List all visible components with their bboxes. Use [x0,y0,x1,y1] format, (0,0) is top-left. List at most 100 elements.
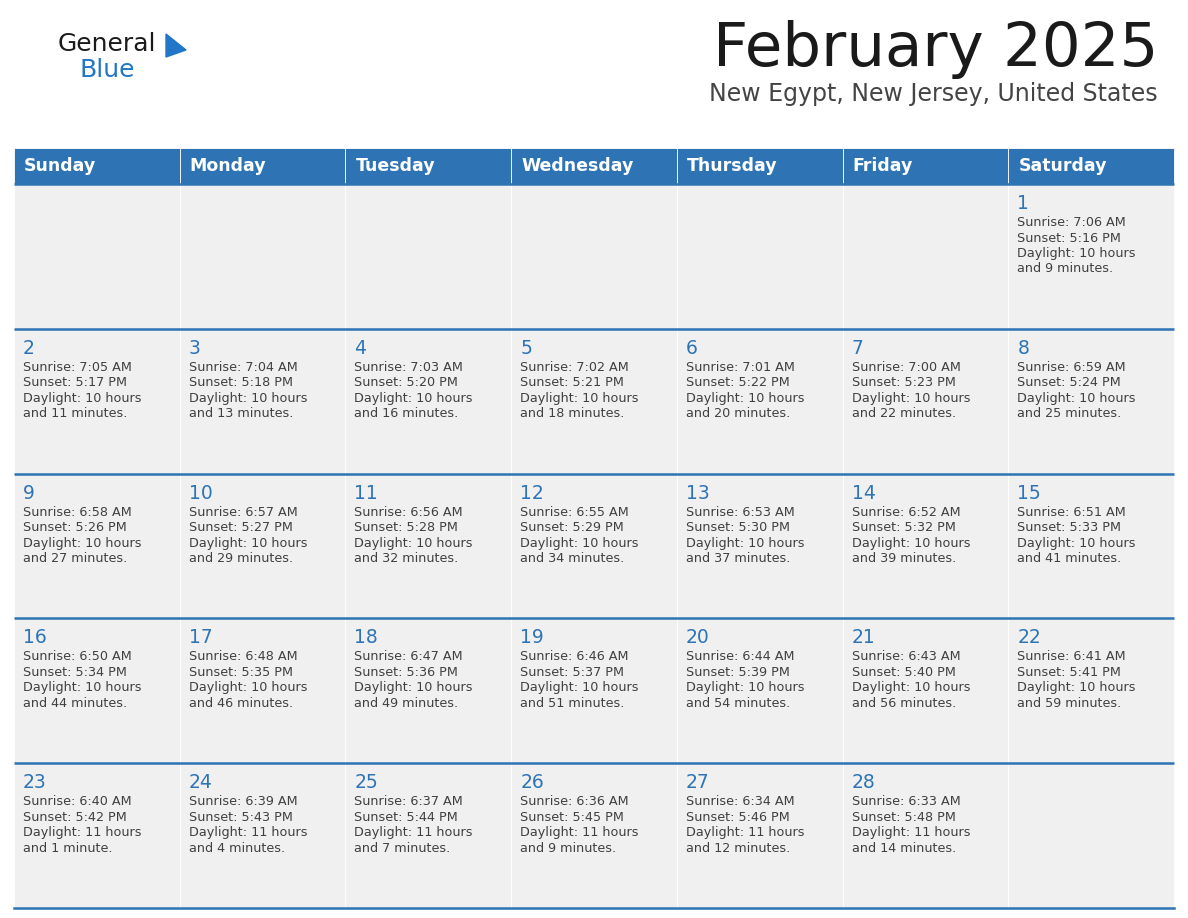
Text: Sunset: 5:27 PM: Sunset: 5:27 PM [189,521,292,534]
Bar [179,474,346,619]
Text: 10: 10 [189,484,213,502]
Text: Sunrise: 6:39 AM: Sunrise: 6:39 AM [189,795,297,808]
Bar [677,184,842,329]
Text: New Egypt, New Jersey, United States: New Egypt, New Jersey, United States [709,82,1158,106]
Bar [511,184,677,329]
Text: Sunset: 5:34 PM: Sunset: 5:34 PM [23,666,127,679]
Text: Monday: Monday [190,157,266,175]
Text: Sunrise: 7:04 AM: Sunrise: 7:04 AM [189,361,297,374]
Bar [346,148,511,184]
Text: 23: 23 [23,773,46,792]
Bar [346,329,511,474]
Text: Daylight: 10 hours: Daylight: 10 hours [685,392,804,405]
Text: 16: 16 [23,629,46,647]
Text: and 11 minutes.: and 11 minutes. [23,408,127,420]
Text: and 12 minutes.: and 12 minutes. [685,842,790,855]
Text: 19: 19 [520,629,544,647]
Bar [511,148,677,184]
Text: Sunset: 5:21 PM: Sunset: 5:21 PM [520,376,624,389]
Text: Daylight: 10 hours: Daylight: 10 hours [685,681,804,694]
Text: Sunrise: 6:43 AM: Sunrise: 6:43 AM [852,650,960,664]
Text: Friday: Friday [853,157,912,175]
Text: and 37 minutes.: and 37 minutes. [685,552,790,565]
Text: and 4 minutes.: and 4 minutes. [189,842,285,855]
Text: Daylight: 10 hours: Daylight: 10 hours [852,537,971,550]
Text: Sunset: 5:36 PM: Sunset: 5:36 PM [354,666,459,679]
Text: Sunrise: 6:33 AM: Sunrise: 6:33 AM [852,795,960,808]
Text: and 32 minutes.: and 32 minutes. [354,552,459,565]
Text: 4: 4 [354,339,366,358]
Text: Sunrise: 6:40 AM: Sunrise: 6:40 AM [23,795,132,808]
Text: and 16 minutes.: and 16 minutes. [354,408,459,420]
Bar [511,763,677,908]
Text: Daylight: 11 hours: Daylight: 11 hours [685,826,804,839]
Text: 27: 27 [685,773,709,792]
Text: and 14 minutes.: and 14 minutes. [852,842,956,855]
Bar [179,148,346,184]
Text: Daylight: 10 hours: Daylight: 10 hours [354,537,473,550]
Text: 7: 7 [852,339,864,358]
Polygon shape [166,34,187,57]
Bar [677,329,842,474]
Text: Daylight: 10 hours: Daylight: 10 hours [1017,681,1136,694]
Text: Daylight: 10 hours: Daylight: 10 hours [1017,247,1136,260]
Text: and 9 minutes.: and 9 minutes. [1017,263,1113,275]
Text: Tuesday: Tuesday [355,157,435,175]
Text: Sunrise: 6:52 AM: Sunrise: 6:52 AM [852,506,960,519]
Bar [1009,474,1174,619]
Text: and 41 minutes.: and 41 minutes. [1017,552,1121,565]
Text: 28: 28 [852,773,876,792]
Bar [842,474,1009,619]
Bar [14,474,179,619]
Text: 5: 5 [520,339,532,358]
Text: Sunset: 5:22 PM: Sunset: 5:22 PM [685,376,790,389]
Bar [179,184,346,329]
Text: Daylight: 10 hours: Daylight: 10 hours [189,392,308,405]
Bar [346,763,511,908]
Text: Sunset: 5:17 PM: Sunset: 5:17 PM [23,376,127,389]
Text: Daylight: 10 hours: Daylight: 10 hours [189,537,308,550]
Text: Sunset: 5:30 PM: Sunset: 5:30 PM [685,521,790,534]
Text: Sunset: 5:37 PM: Sunset: 5:37 PM [520,666,624,679]
Text: 11: 11 [354,484,378,502]
Text: Sunrise: 6:47 AM: Sunrise: 6:47 AM [354,650,463,664]
Text: 8: 8 [1017,339,1029,358]
Text: Blue: Blue [80,58,135,82]
Text: 22: 22 [1017,629,1041,647]
Text: and 44 minutes.: and 44 minutes. [23,697,127,710]
Text: 14: 14 [852,484,876,502]
Text: Sunday: Sunday [24,157,96,175]
Text: and 20 minutes.: and 20 minutes. [685,408,790,420]
Text: Sunset: 5:42 PM: Sunset: 5:42 PM [23,811,127,823]
Text: Daylight: 10 hours: Daylight: 10 hours [520,681,639,694]
Text: Sunset: 5:32 PM: Sunset: 5:32 PM [852,521,955,534]
Bar [842,763,1009,908]
Bar [14,619,179,763]
Text: Daylight: 10 hours: Daylight: 10 hours [685,537,804,550]
Text: Daylight: 11 hours: Daylight: 11 hours [520,826,639,839]
Text: Daylight: 10 hours: Daylight: 10 hours [520,392,639,405]
Text: and 49 minutes.: and 49 minutes. [354,697,459,710]
Text: 3: 3 [189,339,201,358]
Text: Daylight: 11 hours: Daylight: 11 hours [23,826,141,839]
Text: Sunrise: 6:59 AM: Sunrise: 6:59 AM [1017,361,1126,374]
Text: 26: 26 [520,773,544,792]
Text: Daylight: 10 hours: Daylight: 10 hours [852,681,971,694]
Text: and 56 minutes.: and 56 minutes. [852,697,956,710]
Bar [677,148,842,184]
Text: Sunrise: 6:53 AM: Sunrise: 6:53 AM [685,506,795,519]
Text: Daylight: 10 hours: Daylight: 10 hours [852,392,971,405]
Text: Sunset: 5:48 PM: Sunset: 5:48 PM [852,811,955,823]
Text: Sunrise: 6:34 AM: Sunrise: 6:34 AM [685,795,795,808]
Text: Sunset: 5:45 PM: Sunset: 5:45 PM [520,811,624,823]
Text: and 27 minutes.: and 27 minutes. [23,552,127,565]
Text: Daylight: 10 hours: Daylight: 10 hours [1017,392,1136,405]
Text: Sunrise: 6:50 AM: Sunrise: 6:50 AM [23,650,132,664]
Text: Daylight: 10 hours: Daylight: 10 hours [23,681,141,694]
Bar [14,184,179,329]
Text: Sunrise: 6:41 AM: Sunrise: 6:41 AM [1017,650,1126,664]
Text: Sunrise: 7:05 AM: Sunrise: 7:05 AM [23,361,132,374]
Text: and 34 minutes.: and 34 minutes. [520,552,625,565]
Bar [179,619,346,763]
Text: Sunrise: 6:55 AM: Sunrise: 6:55 AM [520,506,628,519]
